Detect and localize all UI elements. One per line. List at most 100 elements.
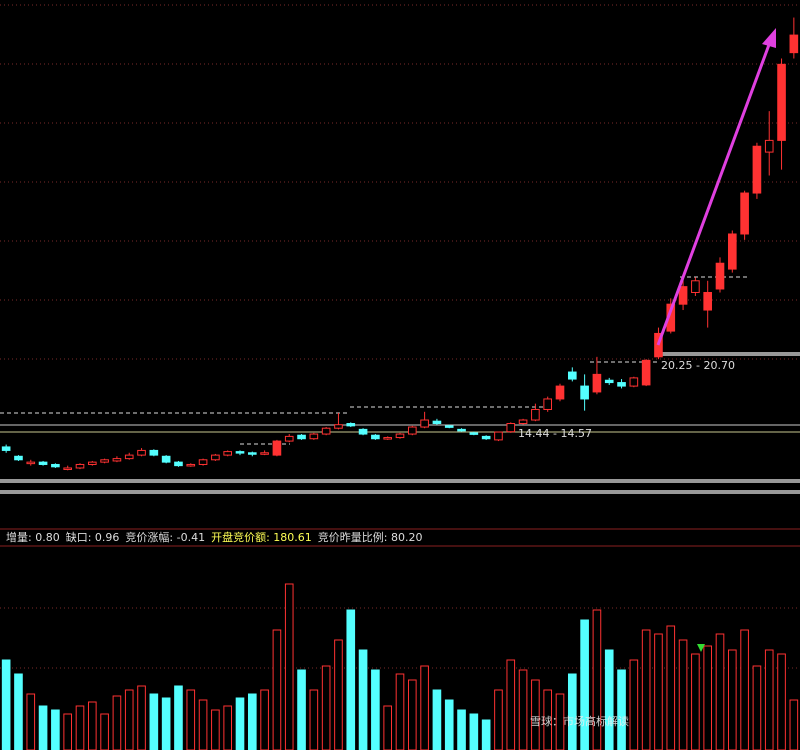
volume-bar <box>543 689 553 750</box>
volume-bar <box>395 673 405 750</box>
volume-bar <box>260 689 269 750</box>
candle-body <box>247 452 257 455</box>
candle-body <box>629 377 639 387</box>
candle-body <box>531 408 540 421</box>
candle-body <box>309 433 319 440</box>
candle-body <box>395 433 405 439</box>
volume-bar <box>592 609 602 750</box>
indicator: 竞价昨量比例: 80.20 <box>318 530 423 544</box>
volume-bar <box>75 705 85 750</box>
volume-bar <box>235 697 245 750</box>
volume-bar <box>211 709 220 750</box>
volume-bar <box>309 689 319 750</box>
candle-body <box>457 428 466 432</box>
volume-bar <box>703 645 713 750</box>
volume-bar <box>604 649 614 750</box>
volume-bar <box>161 697 171 750</box>
volume-bar <box>740 629 749 750</box>
candle-body <box>51 463 60 468</box>
annotation: 14.44 - 14.57 <box>518 427 592 440</box>
volume-bar <box>186 689 196 750</box>
volume-bar <box>407 679 417 750</box>
volume-bar <box>555 693 565 750</box>
volume-bar <box>284 583 294 750</box>
volume-bar <box>752 665 762 750</box>
candle-body <box>678 286 688 305</box>
grid <box>0 4 800 669</box>
candle-body <box>580 385 589 400</box>
candle-body <box>506 423 516 433</box>
volume-bars <box>1 583 799 750</box>
volume-bar <box>567 673 577 750</box>
volume-bar <box>789 699 799 750</box>
volume-bar <box>518 669 528 750</box>
volume-bar <box>272 629 282 750</box>
watermark: 雪球：市场高标解读 <box>530 714 629 728</box>
candle-body <box>260 452 269 455</box>
candle-body <box>703 291 713 311</box>
candle-body <box>161 455 171 463</box>
trend-arrow <box>656 41 772 346</box>
volume-bar <box>777 653 786 750</box>
volume-bar <box>481 719 491 750</box>
candle-body <box>235 451 245 454</box>
candle-body <box>789 34 799 54</box>
candle-body <box>715 262 725 290</box>
volume-bar <box>51 709 60 750</box>
volume-bar <box>420 665 429 750</box>
candle-body <box>87 461 97 465</box>
candle-body <box>149 449 159 456</box>
volume-bar <box>346 609 356 750</box>
indicator: 竞价涨幅: -0.41 <box>125 530 205 544</box>
arrow-head <box>762 28 776 48</box>
volume-bar <box>494 689 503 750</box>
candle-body <box>494 431 503 441</box>
volume-bar <box>469 713 479 750</box>
candle-body <box>432 420 442 425</box>
volume-bar <box>629 659 639 750</box>
volume-bar <box>112 695 122 750</box>
candle-body <box>604 379 614 384</box>
candle-body <box>38 461 48 465</box>
candle-body <box>444 425 454 428</box>
volume-bar <box>26 693 36 750</box>
candle-body <box>752 145 762 194</box>
volume-bar <box>321 665 331 750</box>
candle-body <box>543 398 553 410</box>
indicator: 缺口: 0.96 <box>66 530 120 544</box>
candle-body <box>223 451 233 456</box>
volume-bar <box>371 669 380 750</box>
candle-body <box>346 423 356 427</box>
candle-body <box>592 373 602 393</box>
volume-bar <box>63 713 73 750</box>
volume-bar <box>764 649 774 750</box>
volume-bar <box>654 633 663 750</box>
candle-body <box>1 446 11 451</box>
volume-bar <box>715 633 725 750</box>
candle-body <box>14 455 23 461</box>
indicator: 开盘竞价额: 180.61 <box>211 530 312 544</box>
candle-body <box>284 435 294 442</box>
candle-body <box>555 385 565 400</box>
candle-body <box>124 454 134 460</box>
candle-body <box>777 63 786 141</box>
candle-body <box>567 371 577 380</box>
volume-bar <box>678 639 688 750</box>
candle-body <box>26 461 36 465</box>
candle-body <box>100 459 109 463</box>
volume-bar <box>506 659 516 750</box>
annotation: 20.25 - 20.70 <box>661 359 735 372</box>
candle-body <box>297 434 306 440</box>
candle-body <box>764 139 774 153</box>
candle-body <box>740 192 749 235</box>
candle-body <box>420 419 429 428</box>
candle-body <box>358 428 368 435</box>
candles <box>1 17 799 471</box>
volume-bar <box>149 693 159 750</box>
candle-body <box>691 280 700 293</box>
volume-bar <box>297 669 306 750</box>
volume-bar <box>38 705 48 750</box>
candle-body <box>198 459 208 465</box>
